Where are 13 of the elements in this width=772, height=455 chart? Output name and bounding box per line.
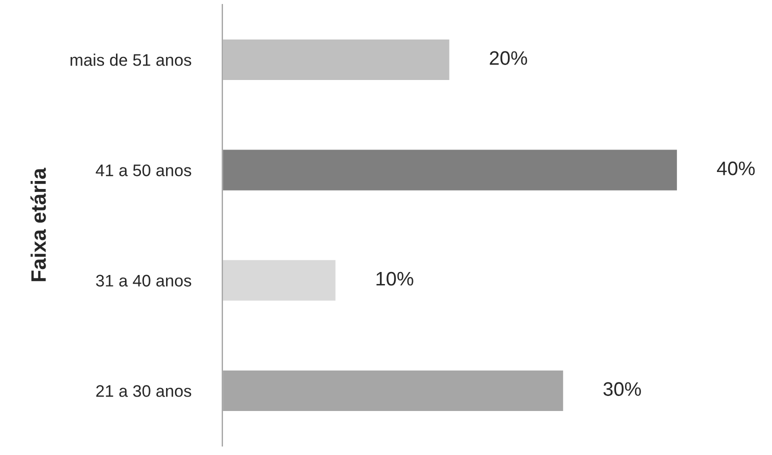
bar bbox=[222, 148, 678, 192]
data-label: 30% bbox=[603, 382, 641, 396]
bar bbox=[222, 38, 451, 82]
data-label: 10% bbox=[376, 272, 414, 286]
bar bbox=[222, 258, 337, 302]
y-tick-label: 31 a 40 anos bbox=[96, 274, 192, 287]
y-tick-label: 21 a 30 anos bbox=[96, 385, 192, 397]
data-label: 20% bbox=[490, 51, 528, 65]
bar bbox=[222, 369, 564, 412]
y-axis-title: Faixa etária bbox=[30, 168, 46, 282]
data-label: 40% bbox=[716, 162, 755, 176]
y-tick-label: mais de 51 anos bbox=[70, 54, 192, 66]
y-tick-label: 41 a 50 anos bbox=[96, 164, 192, 176]
